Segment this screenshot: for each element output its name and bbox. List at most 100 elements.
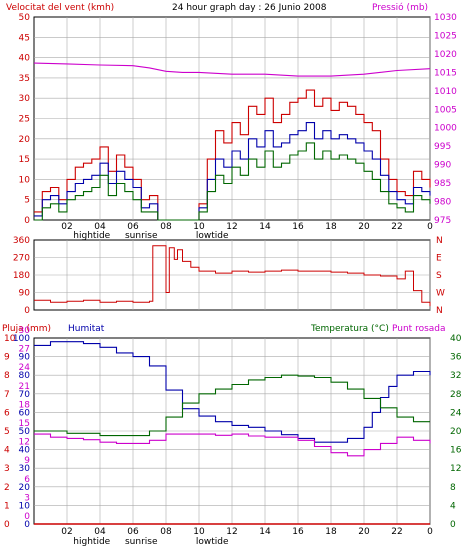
pressure-right-tick: 980	[434, 198, 451, 208]
humitat-tick: 70	[19, 390, 31, 400]
wind-left-tick: 40	[19, 54, 31, 64]
humitat-tick: 90	[19, 353, 31, 363]
x-axis-top-tick-label: 10	[193, 222, 205, 232]
temperatura-tick: 36	[450, 353, 462, 363]
pluja-tick: 10	[4, 334, 16, 344]
x-axis-top-tick-label: 22	[391, 222, 402, 232]
humitat-tick: 10	[19, 501, 31, 511]
pressure-right-tick: 1000	[434, 124, 457, 134]
pressure-right-tick: 1025	[434, 31, 457, 41]
pluja-tick: 1	[4, 501, 10, 511]
punt-rosada-tick: 24	[19, 363, 31, 373]
x-axis-top-tick-label: 16	[292, 222, 304, 232]
temperatura-tick: 0	[450, 520, 456, 530]
x-axis-labels-bottom: 02 04 06 08 10 12 14 16 18 20 22 0 hightide sunrise lo…	[61, 527, 433, 547]
pluja-tick: 4	[4, 446, 10, 456]
temperatura-tick: 20	[450, 427, 462, 437]
wind-left-tick: 5	[24, 196, 30, 206]
pluja-tick: 5	[4, 427, 10, 437]
wind-series-line	[34, 122, 431, 221]
x-axis-top-tick-label: 06	[127, 222, 139, 232]
direction-right-label: E	[436, 254, 442, 264]
wind-grid	[34, 17, 431, 220]
x-axis-bottom-tick-label: 04	[94, 527, 106, 537]
x-axis-bottom-tick-label: 06	[127, 527, 139, 537]
climate-series-line	[34, 433, 431, 457]
direction-left-tick: 360	[13, 236, 30, 246]
direction-series	[34, 245, 431, 307]
wind-left-tick: 50	[19, 13, 31, 23]
x-axis-top-tick-label: 14	[259, 222, 271, 232]
direction-left-tick: 0	[24, 306, 30, 316]
x-axis-bottom-tick-label: 12	[226, 527, 237, 537]
x-axis-bottom-tick-label: 08	[160, 527, 172, 537]
wind-left-tick: 30	[19, 94, 31, 104]
pluja-title: Pluja (mm)	[2, 324, 51, 334]
pressure-right-tick: 990	[434, 161, 451, 171]
pressure-right-tick: 985	[434, 179, 451, 189]
direction-series-line	[34, 245, 431, 307]
pressure-right-tick: 1030	[434, 13, 457, 23]
humitat-tick: 80	[19, 371, 31, 381]
x-axis-bottom-tick-label: 10	[193, 527, 205, 537]
pressure-title: Pressió (mb)	[372, 2, 428, 13]
temperatura-title: Temperatura (°C)	[310, 324, 389, 334]
wind-left-tick: 45	[19, 33, 30, 43]
climate-axis-labels: 0123456789100102030405060708090100036912…	[4, 326, 462, 530]
wind-series-line	[33, 62, 431, 77]
x-axis-top-tick-label: 18	[325, 222, 337, 232]
temperatura-tick: 4	[450, 501, 456, 511]
pressure-right-tick: 975	[434, 216, 451, 226]
wind-series	[33, 62, 431, 221]
x-axis-top-tick-label: 02	[61, 222, 72, 232]
punt-rosada-tick: 30	[19, 326, 31, 336]
punt-rosada-tick: 21	[19, 382, 30, 392]
pluja-tick: 6	[4, 408, 10, 418]
temperatura-tick: 24	[450, 408, 462, 418]
temperatura-tick: 16	[450, 446, 462, 456]
pressure-right-tick: 1015	[434, 68, 457, 78]
punt-rosada-tick: 0	[24, 512, 30, 522]
climate-series-line	[34, 374, 430, 437]
wind-series-line	[34, 89, 431, 221]
punt-rosada-tick: 3	[24, 493, 30, 503]
x-axis-bottom-tick-label: 18	[325, 527, 337, 537]
direction-left-tick: 270	[13, 254, 30, 264]
pressure-right-tick: 1005	[434, 105, 457, 115]
humitat-tick: 60	[19, 408, 31, 418]
direction-right-label: N	[436, 306, 443, 316]
x-axis-bottom-event-label: hightide	[73, 537, 110, 547]
climate-series	[34, 341, 431, 525]
x-axis-top-event-label: lowtide	[196, 231, 229, 241]
temperatura-tick: 8	[450, 483, 456, 493]
temperatura-tick: 32	[450, 371, 461, 381]
x-axis-top-event-label: hightide	[73, 231, 110, 241]
punt-rosada-tick: 6	[24, 475, 30, 485]
x-axis-top-event-label: sunrise	[125, 231, 158, 241]
wind-left-tick: 35	[19, 74, 30, 84]
punt-rosada-tick: 9	[24, 456, 30, 466]
x-axis-bottom-tick-label: 20	[358, 527, 370, 537]
wind-axis-labels: 0510152025303540455097598098599099510001…	[19, 13, 458, 226]
pluja-tick: 7	[4, 390, 10, 400]
direction-right-label: S	[436, 271, 442, 281]
x-axis-top-tick-label: 04	[94, 222, 106, 232]
x-axis-bottom-tick-label: 22	[391, 527, 402, 537]
humitat-tick: 50	[19, 427, 31, 437]
wind-series-line	[34, 142, 431, 221]
humitat-tick: 30	[19, 464, 31, 474]
graph-date-title: 24 hour graph day : 26 Junio 2008	[172, 3, 327, 13]
punt-rosada-tick: 15	[19, 419, 30, 429]
humitat-tick: 20	[19, 483, 31, 493]
wind-left-tick: 25	[19, 115, 30, 125]
x-axis-bottom-event-label: sunrise	[125, 537, 158, 547]
wind-left-tick: 0	[24, 216, 30, 226]
x-axis-labels-top: 02 04 06 08 10 12 14 16 18 20 22 0 hightide sunrise lo…	[61, 222, 433, 241]
punt-rosada-tick: 18	[19, 400, 31, 410]
wind-left-tick: 15	[19, 155, 30, 165]
humitat-tick: 40	[19, 446, 31, 456]
pluja-tick: 2	[4, 483, 10, 493]
